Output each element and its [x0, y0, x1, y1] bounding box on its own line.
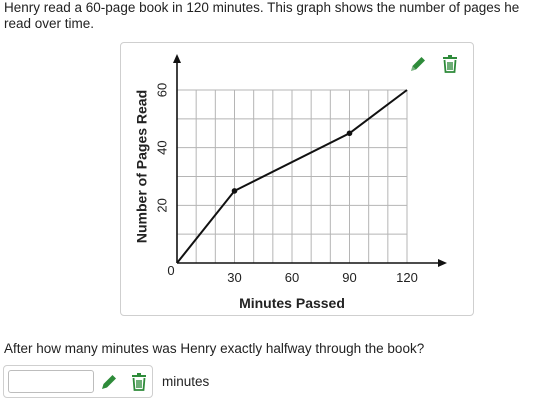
delete-graph-button[interactable]	[439, 53, 461, 75]
x-tick-label: 60	[285, 270, 299, 285]
y-tick-label: 40	[154, 140, 169, 154]
answer-unit: minutes	[162, 374, 210, 389]
x-tick-label: 120	[396, 270, 418, 285]
delete-answer-button[interactable]	[128, 371, 150, 393]
edit-answer-button[interactable]	[98, 371, 120, 393]
tick-labels: 30 60 90 120 20 40 60 0	[154, 83, 417, 285]
answer-input[interactable]	[8, 370, 94, 393]
y-tick-label: 20	[154, 198, 169, 212]
edit-graph-button[interactable]	[407, 53, 429, 75]
pencil-icon	[102, 375, 116, 389]
x-tick-label: 90	[342, 270, 356, 285]
graph-card: 30 60 90 120 20 40 60 0 Minutes Passed Number o…	[120, 42, 474, 316]
y-axis-title: Number of Pages Read	[134, 90, 150, 243]
graph-tools	[407, 53, 461, 75]
axes	[173, 54, 447, 267]
trash-icon	[443, 55, 457, 73]
pages-read-line	[176, 89, 408, 264]
data-point	[231, 188, 238, 194]
trash-icon	[132, 373, 146, 391]
y-tick-label: 60	[154, 83, 169, 97]
answer-box	[3, 365, 153, 398]
pages-vs-minutes-graph: 30 60 90 120 20 40 60 0 Minutes Passed Number o…	[134, 54, 447, 311]
data-point	[346, 130, 353, 137]
x-axis-arrow	[438, 259, 447, 267]
y-axis-arrow	[173, 54, 181, 63]
data-line	[176, 89, 408, 264]
origin-label: 0	[167, 263, 174, 278]
problem-intro: Henry read a 60-page book in 120 minutes…	[4, 0, 520, 31]
grid-lines	[177, 89, 408, 263]
x-axis-title: Minutes Passed	[239, 295, 345, 311]
x-tick-label: 30	[227, 270, 241, 285]
pencil-icon	[411, 57, 425, 71]
answer-tools	[98, 371, 150, 393]
question-text: After how many minutes was Henry exactly…	[4, 341, 425, 356]
